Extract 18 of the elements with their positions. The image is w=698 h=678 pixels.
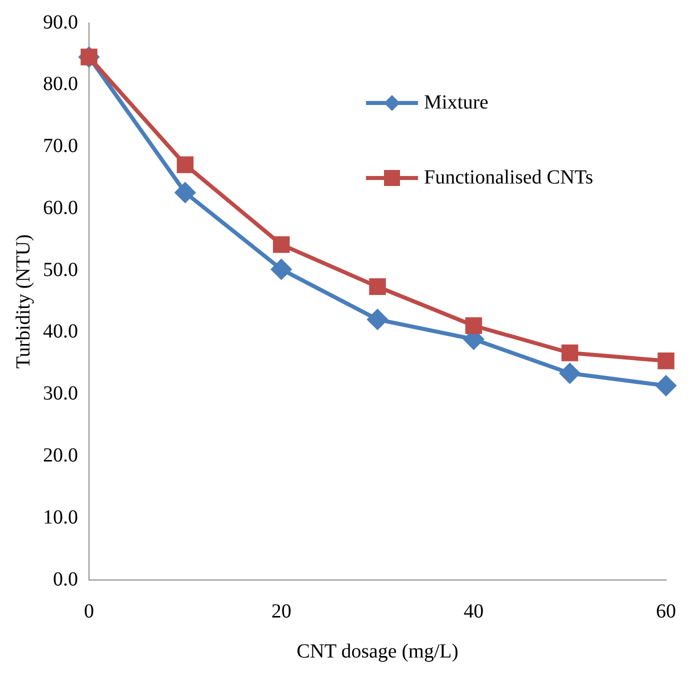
x-axis-title: CNT dosage (mg/L) [296, 640, 458, 662]
y-tick-label: 10.0 [43, 506, 78, 528]
y-tick-label: 90.0 [43, 11, 78, 34]
y-tick-label: 0.0 [53, 568, 78, 590]
y-tick-label: 40.0 [43, 320, 78, 343]
y-tick-label: 20.0 [43, 444, 78, 466]
y-tick-label: 80.0 [43, 73, 78, 96]
y-tick-label: 50.0 [43, 258, 78, 281]
legend-label: Mixture [424, 91, 489, 114]
x-tick-label: 40 [464, 600, 484, 622]
y-tick-label: 70.0 [43, 135, 78, 158]
legend-label: Functionalised CNTs [424, 166, 594, 188]
x-tick-label: 20 [271, 600, 292, 622]
y-axis-title: Turbidity (NTU) [12, 234, 34, 369]
y-tick-label: 30.0 [43, 382, 78, 405]
x-tick-label: 60 [656, 600, 676, 622]
y-tick-label: 60.0 [43, 196, 78, 219]
x-tick-label: 0 [84, 600, 94, 622]
